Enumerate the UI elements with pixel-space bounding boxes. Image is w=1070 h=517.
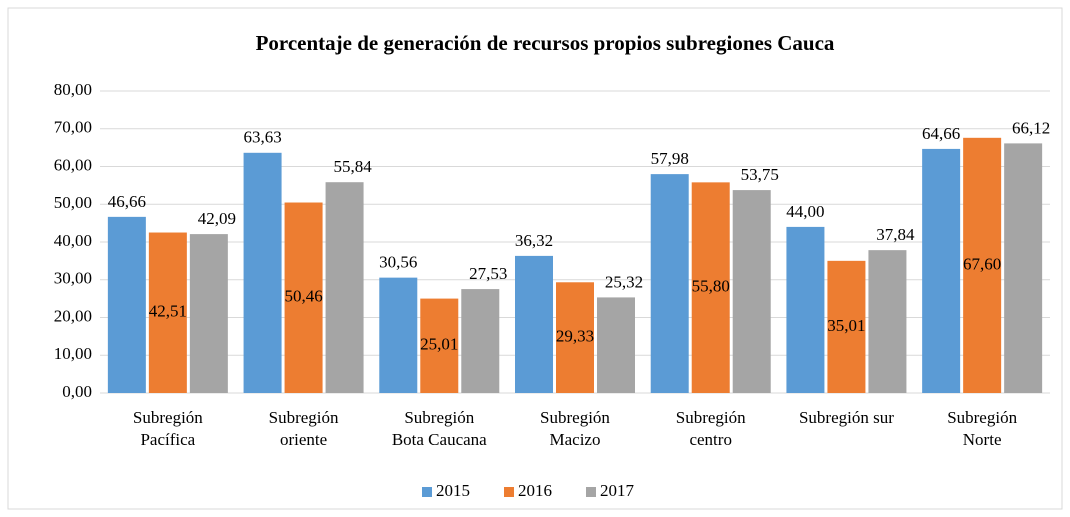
data-label: 35,01 <box>827 316 865 335</box>
data-label: 29,33 <box>556 327 594 346</box>
data-label: 27,53 <box>469 264 507 283</box>
data-label: 63,63 <box>243 128 281 147</box>
legend-label: 2016 <box>518 481 552 500</box>
data-label: 50,46 <box>284 287 322 306</box>
x-tick-label: Subregión Norte <box>947 408 1017 449</box>
x-tick-label: Subregión centro <box>676 408 746 449</box>
bar <box>868 250 907 393</box>
data-label: 66,12 <box>1012 118 1050 137</box>
bar <box>922 148 961 393</box>
legend-swatch <box>422 487 432 497</box>
data-label: 36,32 <box>515 231 553 250</box>
x-tick-label: Subregión Macizo <box>540 408 610 449</box>
x-tick-label: Subregión sur <box>799 408 894 427</box>
bar <box>420 298 459 393</box>
bar <box>515 255 553 393</box>
x-tick-label: Subregión Pacífica <box>133 408 203 449</box>
bar <box>650 174 689 393</box>
bar <box>189 234 228 393</box>
legend-label: 2015 <box>436 481 470 500</box>
data-label: 55,84 <box>333 157 372 176</box>
data-label: 67,60 <box>963 254 1001 273</box>
bar <box>1004 143 1043 393</box>
bar <box>148 232 187 393</box>
data-label: 37,84 <box>876 225 915 244</box>
bar <box>732 190 771 393</box>
bar <box>597 297 635 393</box>
legend-swatch <box>586 487 596 497</box>
y-tick-label: 80,00 <box>54 80 92 99</box>
bar <box>461 289 500 393</box>
y-tick-label: 0,00 <box>62 382 92 401</box>
y-tick-label: 40,00 <box>54 231 92 250</box>
data-label: 44,00 <box>786 202 824 221</box>
data-label: 57,98 <box>651 149 689 168</box>
data-label: 25,32 <box>605 272 643 291</box>
data-label: 42,09 <box>198 209 236 228</box>
bar <box>243 152 282 393</box>
data-label: 55,80 <box>692 277 730 296</box>
chart-title: Porcentaje de generación de recursos pro… <box>256 31 835 55</box>
y-tick-label: 20,00 <box>54 306 92 325</box>
y-tick-label: 30,00 <box>54 269 92 288</box>
x-tick-label: Subregión oriente <box>269 408 339 449</box>
legend-label: 2017 <box>600 481 635 500</box>
bar <box>691 182 730 393</box>
bar <box>786 226 825 393</box>
bar <box>827 260 866 393</box>
data-label: 42,51 <box>149 302 187 321</box>
y-tick-label: 50,00 <box>54 193 92 212</box>
bar <box>325 182 364 393</box>
x-tick-label: Subregión Bota Caucana <box>392 408 487 449</box>
y-tick-label: 10,00 <box>54 344 92 363</box>
bar <box>556 282 594 393</box>
data-label: 53,75 <box>741 165 779 184</box>
bar <box>379 277 418 393</box>
data-label: 46,66 <box>108 192 146 211</box>
bar <box>284 202 323 393</box>
y-tick-label: 70,00 <box>54 118 92 137</box>
y-tick-label: 60,00 <box>54 155 92 174</box>
data-label: 25,01 <box>420 335 458 354</box>
data-label: 64,66 <box>922 124 960 143</box>
bar <box>963 137 1002 393</box>
legend-swatch <box>504 487 514 497</box>
bar <box>107 216 146 393</box>
data-label: 30,56 <box>379 253 417 272</box>
